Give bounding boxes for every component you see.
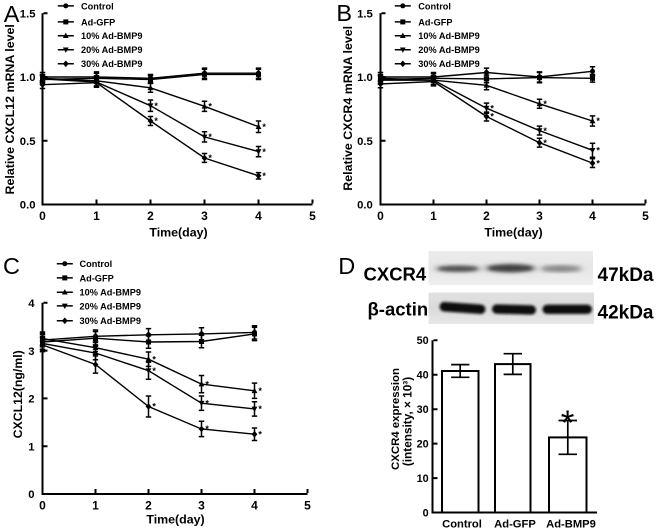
svg-text:B: B bbox=[336, 0, 352, 26]
svg-text:47kDa: 47kDa bbox=[598, 265, 654, 286]
svg-text:1.0: 1.0 bbox=[20, 72, 36, 84]
svg-text:CXCR4: CXCR4 bbox=[364, 264, 427, 285]
svg-text:20% Ad-BMP9: 20% Ad-BMP9 bbox=[418, 45, 479, 55]
svg-text:*: * bbox=[262, 171, 266, 181]
svg-text:Ad-GFP: Ad-GFP bbox=[80, 273, 114, 283]
svg-text:*: * bbox=[205, 424, 209, 434]
svg-text:(intensity, × 10³): (intensity, × 10³) bbox=[400, 377, 414, 466]
svg-text:30% Ad-BMP9: 30% Ad-BMP9 bbox=[81, 59, 142, 69]
svg-text:Time(day): Time(day) bbox=[149, 226, 207, 240]
svg-text:1: 1 bbox=[430, 209, 437, 223]
svg-text:*: * bbox=[490, 112, 494, 122]
svg-text:*: * bbox=[208, 153, 212, 163]
svg-text:0.0: 0.0 bbox=[357, 200, 373, 212]
svg-text:*: * bbox=[262, 147, 266, 157]
svg-text:Relative CXCR4 mRNA level: Relative CXCR4 mRNA level bbox=[341, 26, 355, 191]
svg-text:Ad-GFP: Ad-GFP bbox=[81, 17, 115, 27]
svg-text:0: 0 bbox=[28, 489, 34, 501]
svg-text:5: 5 bbox=[309, 209, 316, 223]
svg-text:2: 2 bbox=[483, 209, 490, 223]
svg-text:1.0: 1.0 bbox=[357, 72, 373, 84]
svg-text:0: 0 bbox=[377, 209, 384, 223]
svg-text:1.5: 1.5 bbox=[357, 8, 373, 20]
svg-text:C: C bbox=[3, 253, 20, 279]
svg-text:1.5: 1.5 bbox=[20, 8, 36, 20]
svg-text:2: 2 bbox=[28, 394, 34, 406]
svg-text:*: * bbox=[262, 122, 266, 132]
svg-text:4: 4 bbox=[251, 499, 258, 513]
svg-text:*: * bbox=[208, 102, 212, 112]
svg-text:CXCR4 expression: CXCR4 expression bbox=[390, 368, 402, 470]
svg-text:Ad-GFP: Ad-GFP bbox=[494, 518, 536, 530]
svg-text:2: 2 bbox=[147, 209, 154, 223]
svg-text:2: 2 bbox=[145, 499, 152, 513]
svg-text:42kDa: 42kDa bbox=[598, 303, 654, 324]
svg-text:4: 4 bbox=[28, 298, 35, 310]
svg-text:*: * bbox=[154, 116, 158, 126]
svg-text:0.5: 0.5 bbox=[357, 136, 373, 148]
svg-text:0: 0 bbox=[39, 209, 46, 223]
svg-text:Time(day): Time(day) bbox=[484, 226, 542, 240]
svg-text:30% Ad-BMP9: 30% Ad-BMP9 bbox=[80, 316, 141, 326]
svg-text:3: 3 bbox=[198, 499, 205, 513]
svg-text:20% Ad-BMP9: 20% Ad-BMP9 bbox=[80, 301, 141, 311]
svg-text:3: 3 bbox=[536, 209, 543, 223]
svg-text:10: 10 bbox=[417, 473, 429, 485]
svg-text:*: * bbox=[205, 379, 209, 389]
svg-text:10% Ad-BMP9: 10% Ad-BMP9 bbox=[80, 288, 141, 298]
svg-text:*: * bbox=[258, 404, 262, 414]
svg-text:0.5: 0.5 bbox=[20, 136, 36, 148]
svg-text:Ad-BMP9: Ad-BMP9 bbox=[546, 518, 596, 530]
svg-text:*: * bbox=[543, 138, 547, 148]
svg-text:A: A bbox=[4, 1, 20, 27]
svg-text:40: 40 bbox=[417, 370, 429, 382]
svg-text:*: * bbox=[258, 386, 262, 396]
svg-text:Control: Control bbox=[80, 259, 113, 269]
svg-text:*: * bbox=[258, 429, 262, 439]
svg-text:Time(day): Time(day) bbox=[146, 512, 204, 526]
svg-text:*: * bbox=[561, 404, 575, 443]
svg-text:*: * bbox=[596, 158, 600, 168]
svg-text:4: 4 bbox=[255, 209, 262, 223]
svg-text:CXCL12(ng/ml): CXCL12(ng/ml) bbox=[11, 350, 25, 438]
svg-text:1: 1 bbox=[92, 499, 99, 513]
svg-text:10% Ad-BMP9: 10% Ad-BMP9 bbox=[418, 31, 479, 41]
svg-text:1: 1 bbox=[28, 441, 34, 453]
svg-text:50: 50 bbox=[417, 335, 429, 347]
svg-text:20% Ad-BMP9: 20% Ad-BMP9 bbox=[81, 45, 142, 55]
svg-text:0: 0 bbox=[423, 507, 429, 519]
svg-text:5: 5 bbox=[642, 209, 649, 223]
svg-text:Control: Control bbox=[418, 1, 451, 11]
svg-text:*: * bbox=[208, 132, 212, 142]
svg-text:*: * bbox=[152, 402, 156, 412]
svg-text:30: 30 bbox=[417, 404, 429, 416]
svg-text:30% Ad-BMP9: 30% Ad-BMP9 bbox=[418, 59, 479, 69]
svg-text:*: * bbox=[490, 103, 494, 113]
svg-text:*: * bbox=[205, 398, 209, 408]
svg-text:Relative CXCL12 mRNA level: Relative CXCL12 mRNA level bbox=[3, 24, 17, 194]
svg-text:Ad-GFP: Ad-GFP bbox=[418, 17, 452, 27]
svg-text:*: * bbox=[596, 116, 600, 126]
svg-text:β-actin: β-actin bbox=[368, 299, 429, 320]
svg-text:4: 4 bbox=[589, 209, 596, 223]
svg-text:0.0: 0.0 bbox=[20, 200, 36, 212]
svg-text:*: * bbox=[152, 366, 156, 376]
svg-text:*: * bbox=[543, 99, 547, 109]
svg-text:3: 3 bbox=[201, 209, 208, 223]
svg-text:D: D bbox=[338, 253, 355, 279]
svg-text:*: * bbox=[154, 101, 158, 111]
svg-text:*: * bbox=[543, 126, 547, 136]
svg-text:Control: Control bbox=[81, 1, 114, 11]
svg-text:0: 0 bbox=[39, 499, 46, 513]
svg-text:20: 20 bbox=[417, 439, 429, 451]
svg-text:3: 3 bbox=[28, 346, 34, 358]
svg-text:5: 5 bbox=[304, 499, 311, 513]
svg-text:10% Ad-BMP9: 10% Ad-BMP9 bbox=[81, 31, 142, 41]
svg-text:Control: Control bbox=[442, 518, 482, 530]
svg-text:*: * bbox=[152, 354, 156, 364]
svg-text:1: 1 bbox=[93, 209, 100, 223]
svg-text:*: * bbox=[596, 146, 600, 156]
